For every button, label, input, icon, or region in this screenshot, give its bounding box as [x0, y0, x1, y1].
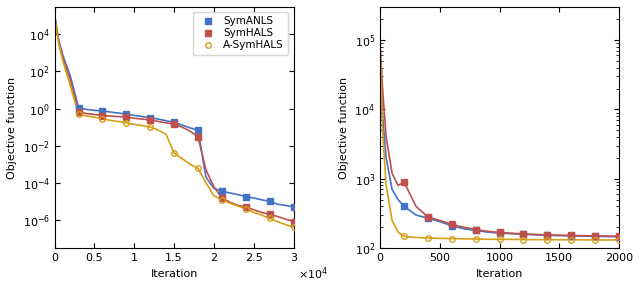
SymHALS	[122, 115, 130, 119]
Line: A-SymHALS: A-SymHALS	[76, 111, 296, 230]
SymANLS	[400, 205, 408, 208]
SymANLS	[99, 109, 106, 113]
A-SymHALS	[472, 237, 479, 241]
SymHALS	[520, 232, 527, 236]
A-SymHALS	[266, 217, 273, 220]
SymHALS	[424, 215, 432, 219]
A-SymHALS	[290, 225, 298, 229]
A-SymHALS	[568, 238, 575, 242]
SymHALS	[472, 228, 479, 231]
Line: SymHALS: SymHALS	[76, 109, 296, 225]
A-SymHALS	[591, 238, 599, 242]
SymANLS	[290, 205, 298, 209]
Y-axis label: Objective function: Objective function	[7, 77, 17, 179]
SymHALS	[543, 233, 551, 237]
SymHALS	[400, 180, 408, 184]
SymHALS	[75, 110, 83, 114]
SymANLS	[266, 200, 273, 203]
SymANLS	[194, 128, 202, 132]
SymHALS	[591, 234, 599, 238]
SymANLS	[242, 195, 250, 198]
SymANLS	[568, 234, 575, 238]
A-SymHALS	[75, 112, 83, 116]
SymANLS	[147, 116, 154, 119]
Line: SymHALS: SymHALS	[401, 179, 622, 239]
SymHALS	[568, 234, 575, 237]
A-SymHALS	[122, 121, 130, 125]
Text: $\times10^4$: $\times10^4$	[298, 266, 328, 282]
SymANLS	[591, 235, 599, 238]
SymHALS	[147, 118, 154, 122]
SymHALS	[290, 220, 298, 223]
SymANLS	[543, 234, 551, 237]
A-SymHALS	[218, 198, 226, 201]
SymANLS	[170, 121, 178, 124]
A-SymHALS	[242, 207, 250, 210]
A-SymHALS	[99, 117, 106, 121]
X-axis label: Iteration: Iteration	[150, 268, 198, 279]
A-SymHALS	[543, 238, 551, 242]
SymHALS	[615, 235, 623, 238]
SymANLS	[424, 216, 432, 220]
A-SymHALS	[400, 235, 408, 238]
A-SymHALS	[448, 237, 456, 240]
SymHALS	[496, 231, 504, 234]
SymANLS	[615, 235, 623, 238]
SymHALS	[218, 196, 226, 200]
A-SymHALS	[147, 125, 154, 129]
SymANLS	[520, 233, 527, 236]
Line: A-SymHALS: A-SymHALS	[401, 234, 622, 243]
A-SymHALS	[170, 151, 178, 155]
SymHALS	[448, 223, 456, 226]
A-SymHALS	[424, 236, 432, 240]
Line: SymANLS: SymANLS	[76, 105, 296, 210]
SymANLS	[496, 231, 504, 235]
A-SymHALS	[496, 238, 504, 241]
A-SymHALS	[615, 238, 623, 242]
SymANLS	[75, 106, 83, 110]
SymANLS	[472, 229, 479, 232]
SymHALS	[194, 135, 202, 138]
SymANLS	[448, 224, 456, 227]
A-SymHALS	[520, 238, 527, 241]
Line: SymANLS: SymANLS	[401, 203, 622, 240]
SymANLS	[122, 112, 130, 116]
Y-axis label: Objective function: Objective function	[339, 77, 349, 179]
X-axis label: Iteration: Iteration	[476, 268, 524, 279]
SymHALS	[242, 205, 250, 209]
SymHALS	[170, 123, 178, 126]
SymHALS	[99, 114, 106, 117]
A-SymHALS	[194, 166, 202, 170]
Legend: SymANLS, SymHALS, A-SymHALS: SymANLS, SymHALS, A-SymHALS	[193, 12, 288, 55]
SymHALS	[266, 212, 273, 216]
SymANLS	[218, 190, 226, 193]
